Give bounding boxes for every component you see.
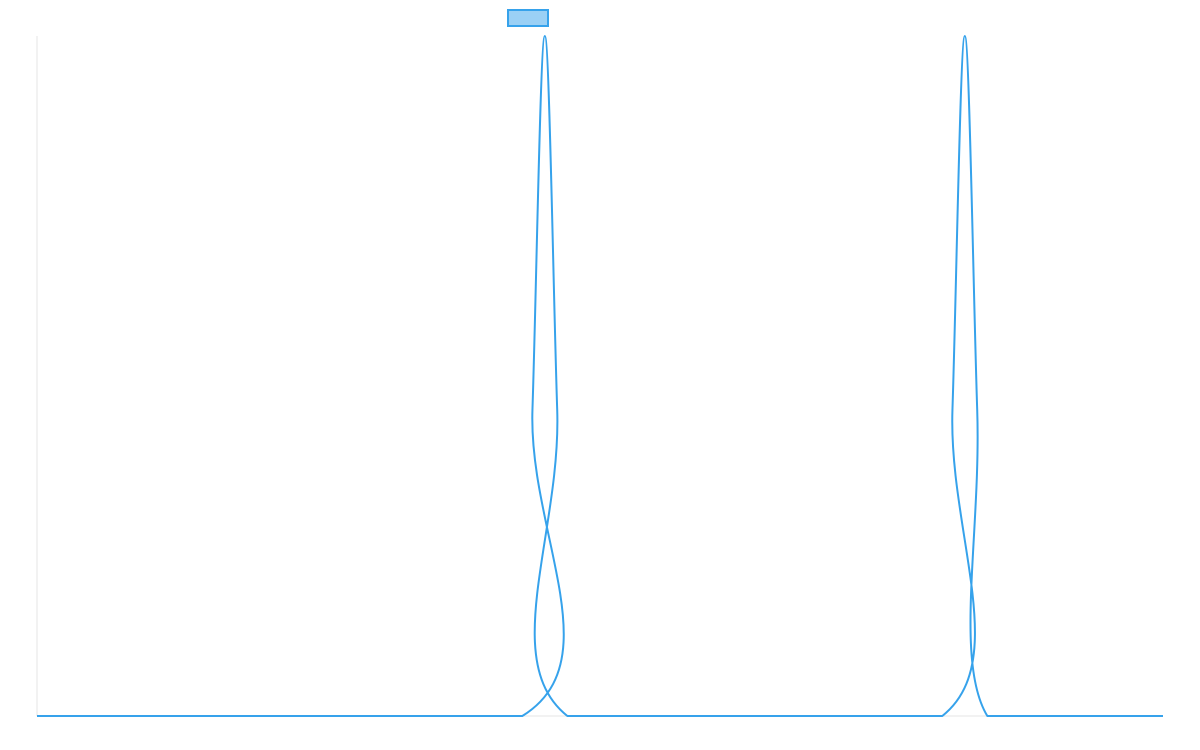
axes	[36, 36, 1163, 717]
series-line-0	[37, 35, 1163, 718]
series-layer	[37, 35, 1163, 718]
legend[interactable]	[507, 9, 549, 27]
legend-swatch[interactable]	[507, 9, 549, 27]
